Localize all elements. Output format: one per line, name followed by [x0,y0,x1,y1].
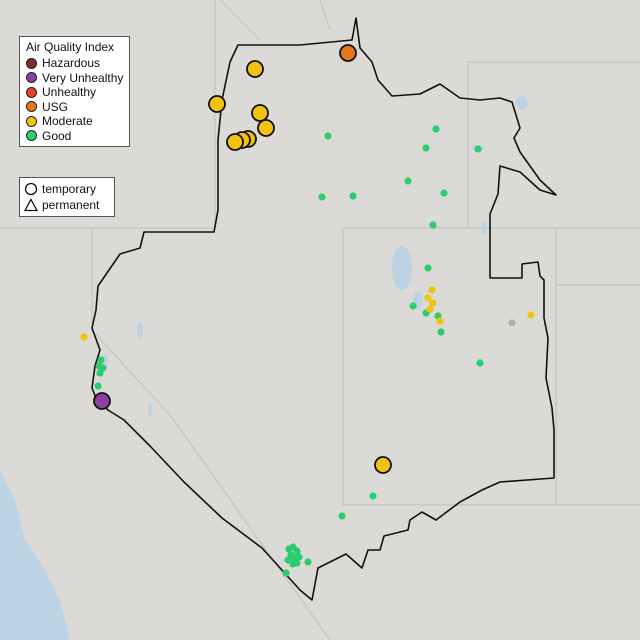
temporary-monitor-marker[interactable] [374,456,392,474]
permanent-monitor-marker[interactable] [508,319,516,327]
permanent-monitor-marker[interactable] [282,569,290,577]
pyramid-lake [137,322,143,338]
monitor-type-legend: temporary permanent [19,177,115,217]
permanent-monitor-marker[interactable] [476,359,484,367]
permanent-monitor-marker[interactable] [409,302,417,310]
temporary-monitor-marker[interactable] [257,119,275,137]
permanent-monitor-marker[interactable] [437,328,445,336]
permanent-monitor-marker[interactable] [426,305,434,313]
triangle-icon [24,198,38,212]
legend-item-good: Good [26,129,125,144]
permanent-monitor-marker[interactable] [284,556,292,564]
permanent-monitor-marker[interactable] [428,286,436,294]
permanent-monitor-marker[interactable] [440,189,448,197]
temporary-monitor-marker[interactable] [251,104,269,122]
legend-item-temporary: temporary [24,181,110,197]
legend-item-unhealthy: Unhealthy [26,85,125,100]
temporary-monitor-marker[interactable] [339,44,357,62]
legend-item-usg: USG [26,100,125,115]
walker-lake [148,403,152,417]
legend-item-moderate: Moderate [26,114,125,129]
legend-swatch [26,130,37,142]
great-salt-lake [392,246,412,290]
permanent-monitor-marker[interactable] [97,356,105,364]
permanent-monitor-marker[interactable] [369,492,377,500]
legend-item-hazardous: Hazardous [26,56,125,71]
permanent-monitor-marker[interactable] [324,132,332,140]
permanent-monitor-marker[interactable] [474,145,482,153]
permanent-monitor-marker[interactable] [429,221,437,229]
permanent-monitor-marker[interactable] [424,264,432,272]
temporary-monitor-marker[interactable] [208,95,226,113]
legend-label-temporary: temporary [42,182,97,196]
legend-label: Hazardous [42,56,101,71]
region-outline [91,17,557,601]
legend-item-permanent: permanent [24,197,110,213]
legend-swatch [26,115,37,127]
legend-label: Good [42,128,72,143]
permanent-monitor-marker[interactable] [338,512,346,520]
legend-item-very-unhealthy: Very Unhealthy [26,71,125,86]
legend-label-permanent: permanent [42,198,100,212]
permanent-monitor-marker[interactable] [429,299,437,307]
permanent-monitor-marker[interactable] [94,382,102,390]
legend-label: Moderate [42,114,93,129]
permanent-monitor-marker[interactable] [318,193,326,201]
yellowstone-lake [516,96,528,110]
permanent-monitor-marker[interactable] [293,547,301,555]
temporary-monitor-marker[interactable] [93,392,111,410]
legend-label: Unhealthy [42,85,97,100]
permanent-monitor-marker[interactable] [432,125,440,133]
pacific-ocean [0,470,70,640]
permanent-monitor-marker[interactable] [404,177,412,185]
permanent-monitor-marker[interactable] [293,559,301,567]
legend-label: Very Unhealthy [42,70,124,85]
legend-swatch [26,86,37,98]
aqi-legend: Air Quality Index Hazardous Very Unhealth… [19,36,130,147]
legend-label: USG [42,99,69,114]
circle-icon [24,182,38,196]
permanent-monitor-marker[interactable] [422,144,430,152]
permanent-monitor-marker[interactable] [424,294,432,302]
permanent-monitor-marker[interactable] [80,333,88,341]
aqi-legend-title: Air Quality Index [26,40,115,54]
permanent-monitor-marker[interactable] [96,369,104,377]
legend-swatch [26,57,37,69]
permanent-monitor-marker[interactable] [527,311,535,319]
temporary-monitor-marker[interactable] [226,133,244,151]
permanent-monitor-marker[interactable] [304,558,312,566]
permanent-monitor-marker[interactable] [295,553,303,561]
legend-swatch [26,72,37,84]
permanent-monitor-marker[interactable] [436,317,444,325]
legend-swatch [26,101,37,113]
temporary-monitor-marker[interactable] [246,60,264,78]
permanent-monitor-marker[interactable] [349,192,357,200]
